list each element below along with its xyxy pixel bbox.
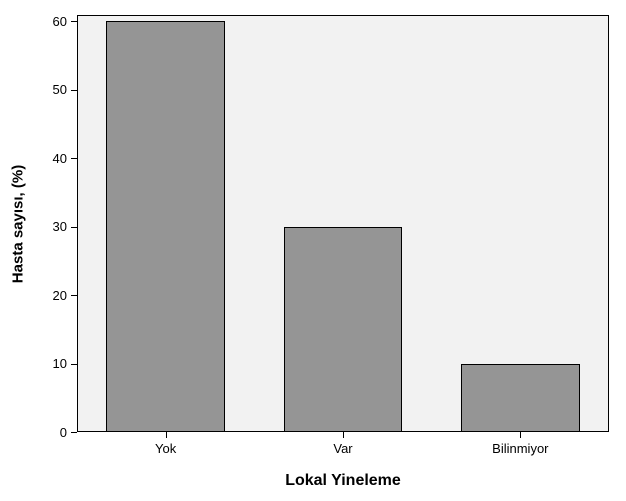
y-tick <box>71 21 77 22</box>
y-tick <box>71 227 77 228</box>
y-tick-label: 10 <box>53 356 67 371</box>
y-tick-label: 0 <box>60 425 67 440</box>
x-tick <box>166 432 167 438</box>
x-tick-label: Yok <box>155 441 176 456</box>
bar <box>284 227 403 432</box>
y-tick <box>71 295 77 296</box>
x-axis-label: Lokal Yineleme <box>285 472 401 490</box>
y-tick-label: 60 <box>53 14 67 29</box>
y-tick <box>71 158 77 159</box>
y-tick <box>71 90 77 91</box>
bar <box>106 21 225 432</box>
y-tick-label: 30 <box>53 219 67 234</box>
y-tick-label: 20 <box>53 288 67 303</box>
bar <box>461 364 580 432</box>
x-tick-label: Var <box>333 441 352 456</box>
x-tick <box>520 432 521 438</box>
y-axis-label: Hasta sayısı, (%) <box>10 164 27 282</box>
y-tick-label: 40 <box>53 151 67 166</box>
x-tick-label: Bilinmiyor <box>492 441 548 456</box>
y-tick <box>71 432 77 433</box>
y-tick <box>71 364 77 365</box>
y-tick-label: 50 <box>53 82 67 97</box>
x-tick <box>343 432 344 438</box>
chart-container: Hasta sayısı, (%) Lokal Yineleme 0 10 20 30… <box>0 0 626 501</box>
